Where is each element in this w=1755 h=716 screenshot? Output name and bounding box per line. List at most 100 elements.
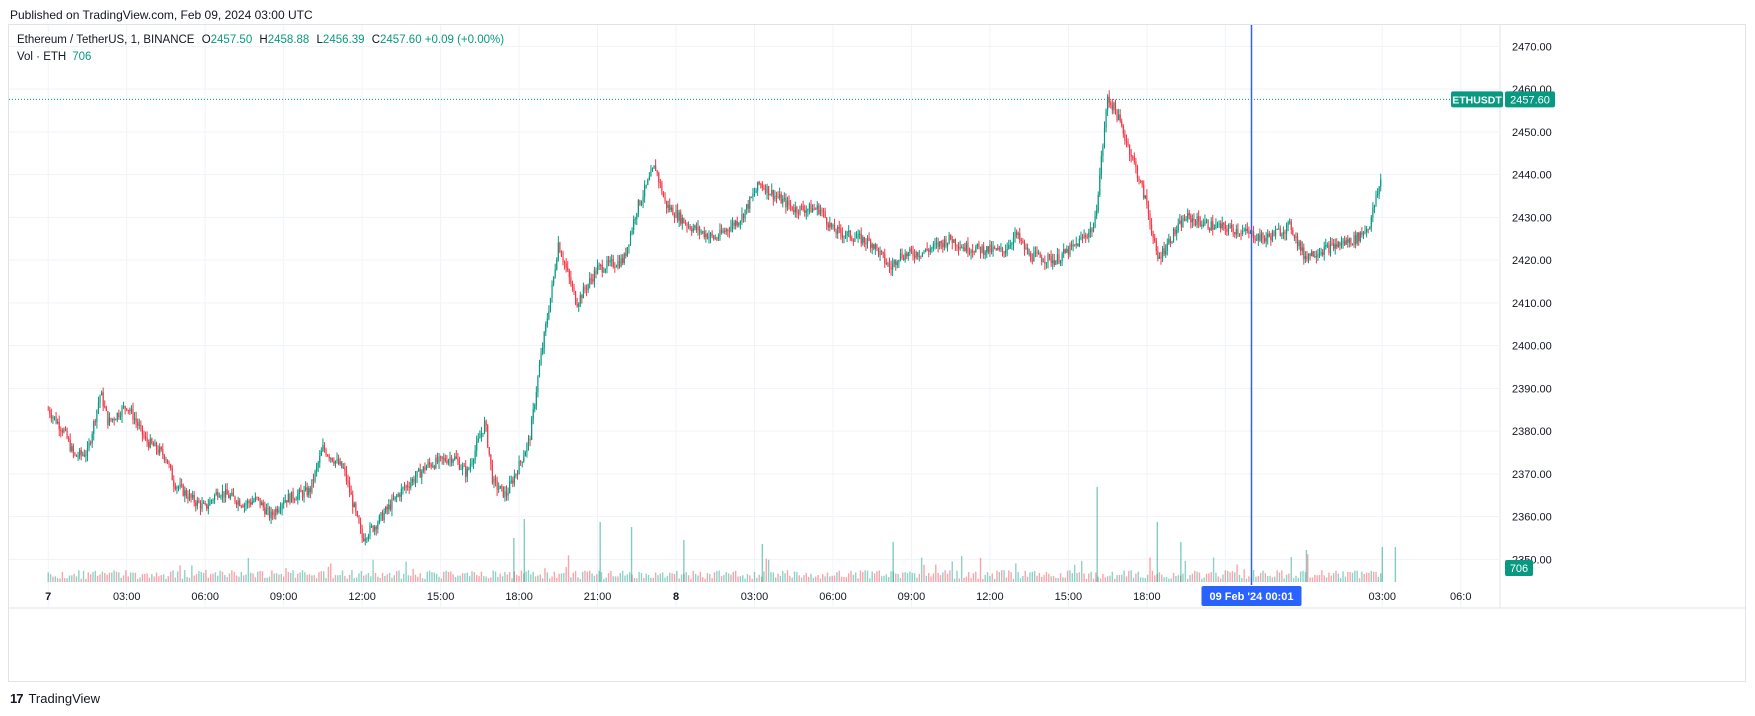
candle-body	[64, 429, 67, 431]
candle-body	[1281, 234, 1283, 236]
y-tick-label: 2390.00	[1512, 383, 1552, 395]
candle-body	[1121, 121, 1123, 126]
candle-body	[192, 494, 194, 498]
candle-body	[234, 496, 236, 502]
candle-body	[917, 252, 919, 257]
volume-bar	[1259, 572, 1262, 582]
volume-bar	[200, 572, 202, 582]
volume-bar	[518, 575, 520, 582]
candle-body	[1030, 253, 1032, 260]
volume-bar	[304, 572, 306, 582]
candle-body	[49, 409, 51, 415]
candle-body	[165, 459, 167, 461]
candle-body	[479, 437, 481, 439]
candle-body	[325, 450, 327, 456]
candle-body	[865, 242, 867, 245]
candle-body	[829, 222, 831, 228]
candles	[47, 90, 1382, 546]
candle-body	[243, 504, 246, 508]
volume-bar	[520, 570, 523, 582]
candle-body	[1174, 229, 1176, 234]
candle-body	[369, 525, 371, 536]
volume-bar	[212, 573, 214, 582]
candle-body	[724, 231, 726, 233]
volume-bar	[167, 576, 170, 582]
volume-bar	[833, 575, 836, 582]
volume-bar	[315, 578, 318, 582]
volume-bar	[443, 571, 445, 582]
volume-bar	[1203, 577, 1205, 582]
candle-body	[1326, 244, 1328, 246]
footer-brand[interactable]: 17 TradingView	[10, 691, 100, 706]
volume-bar	[370, 576, 372, 582]
candle-body	[931, 247, 933, 249]
candle-body	[311, 479, 313, 492]
candle-body	[736, 221, 738, 226]
candle-body	[535, 392, 537, 405]
x-tick-label: 7	[45, 591, 51, 603]
candle-body	[289, 494, 291, 503]
candle-body	[1231, 224, 1233, 228]
candle-body	[229, 495, 231, 499]
candle-body	[212, 499, 214, 501]
high-label: H	[259, 34, 268, 46]
candle-body	[377, 523, 379, 530]
candle-body	[485, 421, 487, 426]
candle-body	[975, 247, 977, 253]
candle-body	[1345, 239, 1347, 245]
candle-body	[323, 445, 326, 451]
volume-bar	[257, 571, 259, 582]
volume-bar	[75, 576, 78, 582]
candle-body	[1081, 237, 1084, 239]
volume-label[interactable]: Vol · ETH	[17, 51, 67, 63]
candle-body	[1160, 256, 1162, 259]
volume-bar	[1205, 573, 1208, 582]
candle-body	[913, 255, 916, 258]
y-tick-label: 2470.00	[1512, 41, 1552, 53]
symbol-title[interactable]: Ethereum / TetherUS, 1, BINANCE	[17, 34, 195, 46]
volume-bar	[925, 575, 928, 582]
candle-body	[1107, 96, 1109, 110]
candle-body	[319, 455, 321, 463]
candle-body	[493, 478, 495, 484]
volume-bar	[139, 577, 141, 582]
candle-body	[50, 414, 52, 419]
candle-body	[989, 244, 991, 253]
candle-body	[910, 248, 913, 252]
volume-bars	[47, 487, 1397, 582]
candle-body	[488, 447, 490, 455]
candle-body	[350, 492, 352, 495]
volume-bar	[466, 572, 468, 582]
volume-bar	[358, 573, 360, 582]
volume-bar	[1026, 576, 1029, 582]
volume-bar	[1314, 574, 1316, 582]
candle-body	[972, 250, 974, 252]
candle-body	[1213, 228, 1215, 230]
volume-bar	[355, 577, 358, 582]
volume-bar	[325, 578, 327, 582]
candle-body	[1273, 231, 1275, 237]
candle-body	[1180, 220, 1182, 228]
candle-body	[130, 408, 133, 412]
candle-body	[1201, 224, 1203, 226]
candle-body	[1303, 247, 1305, 260]
candle-body	[706, 233, 709, 239]
candle-body	[520, 460, 522, 462]
chart-frame[interactable]	[8, 24, 1746, 682]
volume-bar	[1043, 574, 1045, 582]
candle-body	[1198, 216, 1200, 222]
candle-body	[370, 525, 373, 527]
candle-body	[557, 242, 559, 260]
volume-bar	[751, 578, 753, 582]
x-tick-label: 15:00	[1055, 591, 1083, 603]
volume-bar	[1168, 578, 1170, 582]
candle-body	[793, 210, 795, 213]
candle-body	[170, 464, 172, 468]
candle-body	[816, 205, 818, 210]
candle-body	[55, 416, 57, 424]
candle-body	[755, 190, 757, 194]
candle-body	[794, 207, 796, 213]
candle-body	[472, 459, 475, 464]
candle-body	[1296, 236, 1299, 247]
